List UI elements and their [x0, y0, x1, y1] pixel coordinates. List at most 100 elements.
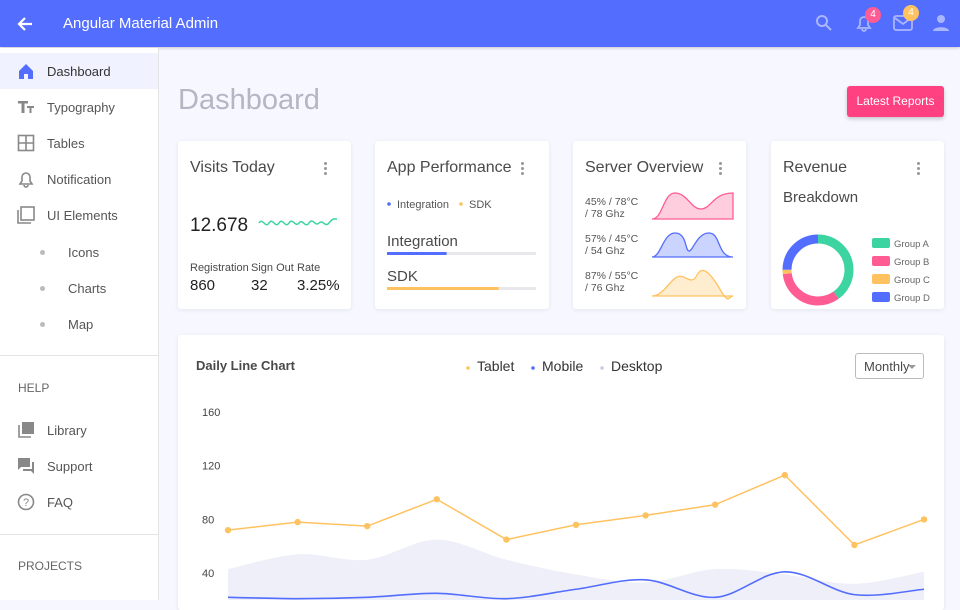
donut-segment: [782, 234, 854, 306]
nav-sub-item[interactable]: Map: [0, 306, 158, 342]
nav-label: Typography: [47, 100, 115, 115]
legend-label: Group D: [894, 293, 930, 304]
area: [228, 539, 924, 600]
nav-label: Dashboard: [47, 64, 111, 79]
page-title: Dashboard: [178, 84, 320, 116]
legend-dot: [459, 202, 463, 206]
server-card: Server Overview 45% / 78°C/ 78 Ghz 57% / …: [573, 141, 746, 309]
nav-sub-item[interactable]: Charts: [0, 270, 158, 306]
stat-value: 3.25%: [297, 277, 340, 294]
point: [503, 536, 510, 543]
nav-label: Map: [68, 317, 94, 332]
nav-label: Support: [47, 459, 93, 474]
legend-label: Mobile: [542, 358, 583, 374]
stat-label: Rate: [297, 262, 321, 274]
header: Angular Material Admin 4 4: [0, 0, 960, 47]
server-stat: / 54 Ghz: [585, 245, 625, 257]
nav-label: FAQ: [47, 495, 74, 510]
server-area: [651, 192, 734, 220]
latest-reports-button[interactable]: Latest Reports: [847, 86, 944, 117]
divider: [0, 534, 158, 535]
legend-label: Desktop: [611, 358, 663, 374]
point: [642, 512, 649, 519]
server-area: [651, 269, 734, 300]
period-select[interactable]: Monthly: [855, 353, 924, 379]
legend-swatch: [872, 274, 890, 284]
performance-card: App Performance Integration Integration SD…: [375, 141, 549, 309]
legend-dot: [466, 366, 470, 370]
section-title: PROJECTS: [18, 559, 83, 573]
back-button[interactable]: [16, 14, 36, 34]
stat-value: 32: [251, 277, 268, 294]
nav-label: Icons: [68, 245, 100, 260]
notifications-icon[interactable]: [854, 13, 874, 33]
divider: [0, 355, 158, 356]
nav-item[interactable]: Library: [0, 412, 158, 448]
svg-text:?: ?: [23, 497, 29, 509]
app-title: Angular Material Admin: [63, 15, 219, 32]
nav-item[interactable]: ? FAQ: [0, 484, 158, 520]
line-chart-card: Daily Line Chart Monthly 40 80 120 160 Table…: [178, 335, 944, 610]
notifications-badge: 4: [865, 7, 881, 23]
sidebar: Dashboard Typography Tables Notification…: [0, 48, 159, 600]
section-title: HELP: [18, 381, 50, 395]
point: [712, 501, 719, 508]
nav-item[interactable]: Dashboard: [0, 53, 158, 89]
search-icon[interactable]: [815, 14, 833, 32]
legend-label: SDK: [469, 199, 492, 211]
stat-label: Registration: [190, 262, 249, 274]
nav-item[interactable]: Typography: [0, 89, 158, 125]
legend-swatch: [872, 292, 890, 302]
visits-value: 12.678: [190, 215, 249, 236]
messages-badge: 4: [903, 5, 919, 21]
server-chart: 45% / 78°C/ 78 Ghz 57% / 45°C/ 54 Ghz 87% …: [585, 192, 734, 300]
card-title: Server Overview: [585, 159, 704, 176]
server-stat: 57% / 45°C: [585, 233, 639, 245]
point: [920, 516, 928, 523]
performance-chart: Integration Integration SDK SDK: [387, 199, 536, 290]
menu-button[interactable]: [324, 161, 327, 176]
nav-item[interactable]: Support: [0, 448, 158, 484]
legend-label: Group B: [894, 257, 929, 268]
point: [364, 522, 371, 530]
select-value: Monthly: [864, 359, 910, 374]
server-area: [651, 232, 734, 258]
y-tick-label: 120: [202, 461, 220, 473]
nav-item[interactable]: UI Elements: [0, 197, 158, 233]
sparkline: [258, 218, 338, 226]
line: [227, 474, 925, 546]
donut-chart: Group A Group B Group C Group D: [782, 234, 930, 306]
menu-button[interactable]: [917, 161, 920, 176]
nav-item[interactable]: Tables: [0, 125, 158, 161]
line: [227, 570, 925, 600]
bar: [387, 287, 499, 290]
nav-sub-item[interactable]: Icons: [0, 234, 158, 270]
line-chart: 40 80 120 160 Tablet Mobile Desktop: [202, 358, 928, 600]
legend-dot: [600, 366, 604, 370]
menu-button[interactable]: [719, 161, 722, 176]
card-title: Revenue: [783, 159, 848, 176]
legend-label: Integration: [397, 199, 449, 211]
account-icon[interactable]: [932, 14, 950, 32]
nav-item[interactable]: Notification: [0, 161, 158, 197]
nav-label: Notification: [47, 172, 112, 187]
bar-label: Integration: [387, 233, 458, 250]
legend-label: Group A: [894, 239, 930, 250]
card-title: App Performance: [387, 159, 512, 176]
bar: [387, 252, 447, 255]
donut-segment: [782, 234, 854, 306]
point: [294, 518, 301, 526]
server-stat: 87% / 55°C: [585, 270, 639, 282]
donut-segment: [782, 234, 854, 306]
bar-track: [387, 252, 536, 255]
server-stat: 45% / 78°C: [585, 196, 639, 208]
y-tick-label: 80: [202, 514, 214, 526]
menu-button[interactable]: [521, 161, 524, 176]
card-title: Visits Today: [190, 159, 275, 176]
card-subtitle: Breakdown: [783, 189, 859, 206]
point: [851, 541, 858, 549]
stat-label: Sign Out: [251, 262, 294, 274]
server-stat: / 78 Ghz: [585, 208, 625, 220]
